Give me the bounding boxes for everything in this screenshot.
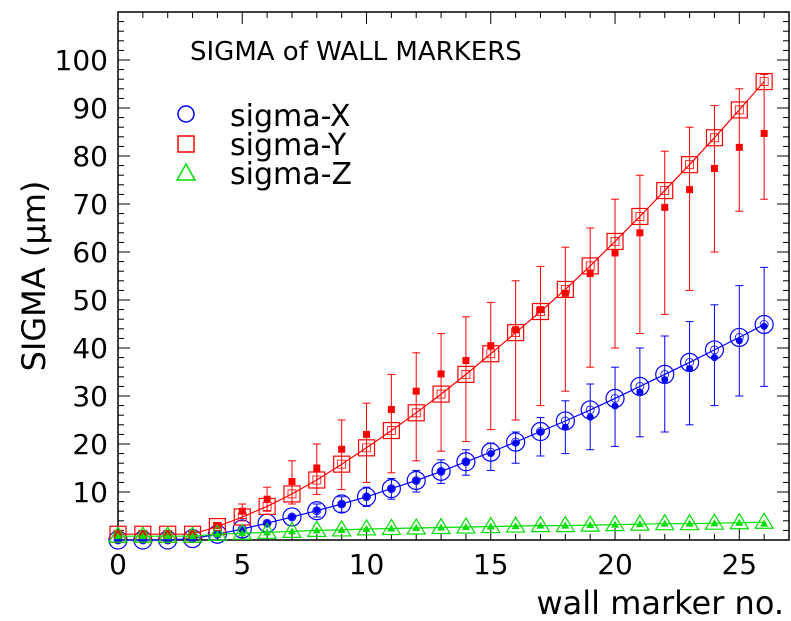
- marker-filled: [313, 507, 320, 514]
- x-tick-label: 10: [349, 548, 385, 581]
- marker-filled: [462, 357, 469, 364]
- legend-marker-sigma-z: [177, 164, 195, 180]
- x-axis-label: wall marker no.: [536, 584, 784, 621]
- marker-filled: [537, 429, 544, 436]
- y-tick-label: 90: [72, 92, 108, 125]
- marker-filled: [636, 229, 643, 236]
- marker-filled: [288, 513, 295, 520]
- marker-filled: [413, 388, 420, 395]
- marker-filled: [288, 478, 295, 485]
- marker-filled: [562, 290, 569, 297]
- marker-filled: [338, 446, 345, 453]
- marker-filled: [736, 337, 743, 344]
- legend-label-sigma-z: sigma-Z: [230, 157, 352, 192]
- marker-filled: [761, 130, 768, 137]
- marker-filled: [438, 370, 445, 377]
- y-tick-label: 40: [72, 332, 108, 365]
- marker-filled: [636, 389, 643, 396]
- marker-filled: [661, 204, 668, 211]
- marker-filled: [388, 406, 395, 413]
- y-tick-label: 50: [72, 284, 108, 317]
- y-tick-label: 60: [72, 236, 108, 269]
- legend-marker-sigma-x: [178, 106, 194, 122]
- marker-filled: [537, 306, 544, 313]
- marker-filled: [239, 508, 246, 515]
- marker-filled: [313, 465, 320, 472]
- x-tick-label: 15: [473, 548, 509, 581]
- legend-marker-sigma-y: [178, 136, 194, 152]
- x-tick-label: 0: [109, 548, 127, 581]
- marker-filled: [363, 493, 370, 500]
- y-tick-label: 100: [55, 44, 108, 77]
- x-tick-label: 20: [597, 548, 633, 581]
- x-tick-label: 25: [721, 548, 757, 581]
- marker-filled: [363, 431, 370, 438]
- marker-filled: [587, 414, 594, 421]
- marker-filled: [711, 354, 718, 361]
- marker-filled: [512, 326, 519, 333]
- marker-filled: [661, 376, 668, 383]
- marker-filled: [711, 165, 718, 172]
- marker-filled: [736, 144, 743, 151]
- marker-filled: [686, 186, 693, 193]
- marker-filled: [264, 496, 271, 503]
- series-layer: [109, 74, 773, 549]
- marker-filled: [587, 270, 594, 277]
- marker-filled: [462, 458, 469, 465]
- y-tick-label: 20: [72, 428, 108, 461]
- marker-filled: [761, 323, 768, 330]
- axis-ticks: 0 5 10 15 20 25 10 20 30 40 50 60 70 80 90 100: [55, 12, 789, 581]
- marker-filled: [338, 501, 345, 508]
- marker-filled: [487, 450, 494, 457]
- marker-filled: [487, 342, 494, 349]
- marker-filled: [388, 485, 395, 492]
- plot-frame: [118, 12, 789, 540]
- legend: sigma-X sigma-Y sigma-Z: [177, 99, 352, 192]
- y-tick-label: 80: [72, 140, 108, 173]
- marker-filled: [512, 440, 519, 447]
- x-tick-label: 5: [233, 548, 251, 581]
- marker-filled: [413, 477, 420, 484]
- marker-filled: [612, 249, 619, 256]
- y-tick-label: 10: [72, 476, 108, 509]
- marker-filled: [686, 365, 693, 372]
- y-tick-label: 70: [72, 188, 108, 221]
- marker-filled: [760, 520, 768, 527]
- y-tick-label: 30: [72, 380, 108, 413]
- marker-filled: [612, 403, 619, 410]
- chart-title: SIGMA of WALL MARKERS: [190, 37, 522, 67]
- y-axis-label: SIGMA (μm): [15, 181, 53, 372]
- marker-filled: [438, 468, 445, 475]
- marker-filled: [562, 424, 569, 431]
